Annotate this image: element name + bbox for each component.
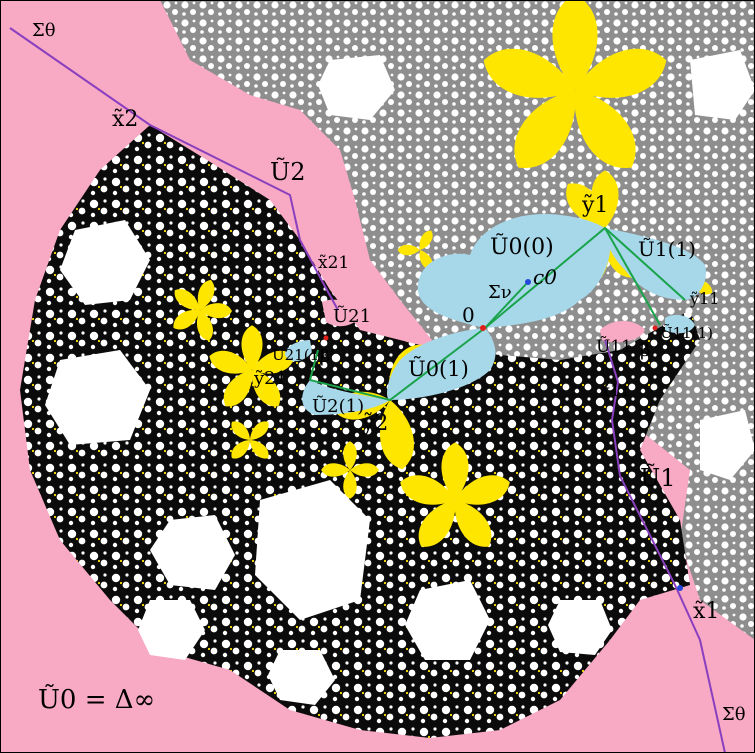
label-U21-1: Ũ21(1) bbox=[272, 346, 325, 364]
label-U0-1: Ũ0(1) bbox=[408, 357, 469, 381]
pink-components bbox=[322, 299, 645, 343]
c0-marker bbox=[525, 279, 531, 285]
label-x1: x̃1 bbox=[693, 599, 719, 624]
label-c0: c0 bbox=[533, 265, 557, 289]
label-U2-1: Ũ2(1) bbox=[312, 394, 364, 417]
label-U1: Ũ1 bbox=[640, 462, 676, 492]
external-rays bbox=[9, 27, 726, 753]
label-beta: β bbox=[640, 340, 650, 361]
label-sigma-theta-bottom: Σθ bbox=[722, 704, 746, 725]
julia-holes bbox=[45, 50, 755, 705]
label-U2: Ũ2 bbox=[270, 156, 306, 186]
ray-sigma-theta-bottom bbox=[604, 339, 726, 753]
ray-sigma-theta-top bbox=[9, 27, 339, 311]
label-x11: x̃11 bbox=[601, 381, 630, 400]
label-U11-1: Ũ11(1) bbox=[660, 324, 713, 342]
beta-prime-marker bbox=[323, 335, 329, 341]
label-U0-eq: Ũ0 = Δ∞ bbox=[38, 683, 155, 715]
label-zero: 0 bbox=[462, 303, 475, 327]
label-y11: ỹ11 bbox=[689, 289, 719, 308]
internal-paths bbox=[309, 226, 686, 402]
label-sigma-theta-top: Σθ bbox=[32, 20, 56, 41]
label-U1-1: Ũ1(1) bbox=[638, 237, 696, 261]
label-y21: ỹ21 bbox=[253, 368, 287, 389]
label-x21: x̃21 bbox=[318, 253, 349, 273]
label-U0-0: Ũ0(0) bbox=[490, 232, 554, 260]
beta-marker bbox=[652, 325, 658, 331]
origin-marker bbox=[480, 325, 486, 331]
label-sigma-nu: Σν bbox=[488, 282, 512, 303]
x1-marker bbox=[677, 585, 683, 591]
label-U21: Ũ21 bbox=[333, 304, 371, 327]
label-U11: Ũ11 bbox=[596, 336, 632, 357]
label-y1: ỹ1 bbox=[581, 193, 608, 218]
label-beta-prime: β′ bbox=[320, 347, 334, 367]
label-x2: x̃2 bbox=[112, 107, 138, 132]
labels: Σθ x̃2 Ũ2 x̃21 Ũ21 β′ Ũ21(1) ỹ21 Ũ2(1) ỹ… bbox=[32, 20, 746, 725]
label-y2: ỹ2 bbox=[361, 411, 388, 436]
